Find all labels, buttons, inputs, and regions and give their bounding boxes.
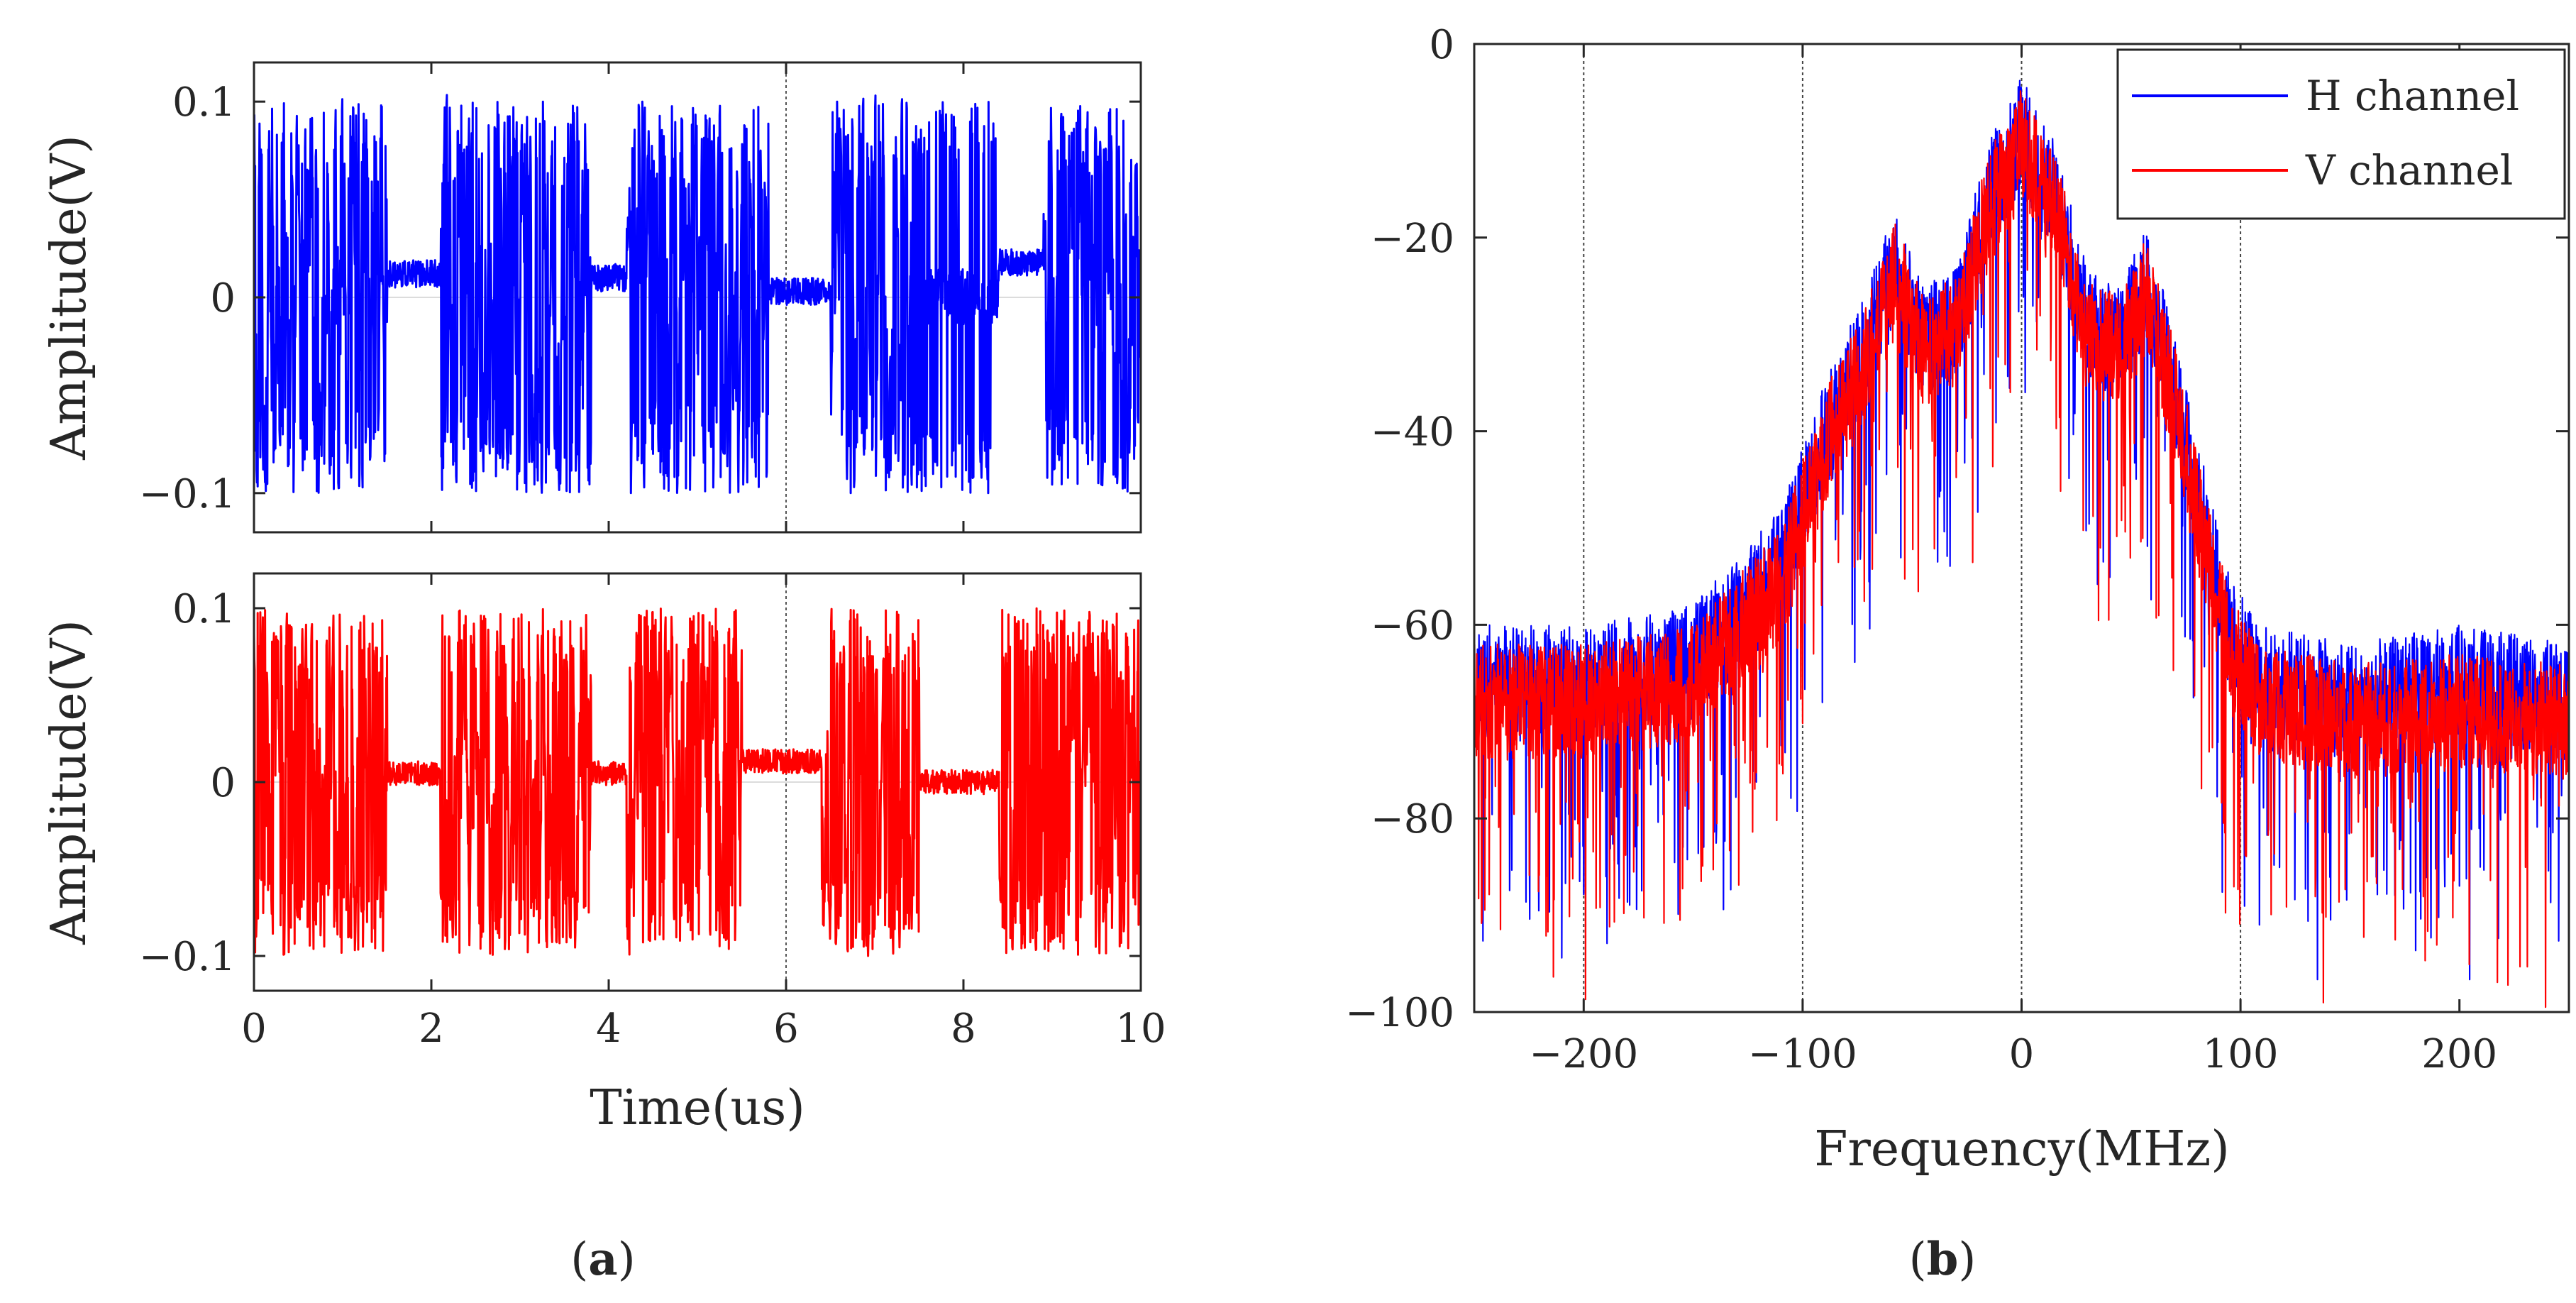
- b-ytick-label: −40: [1371, 409, 1454, 456]
- panel-b-legend: H channel V channel: [2116, 48, 2566, 220]
- a-bot-xtick-label: 4: [596, 1006, 621, 1052]
- a-bot-ytick-label: −0.1: [139, 934, 236, 980]
- panel-a-top-ylabel: Amplitude(V): [41, 135, 97, 461]
- a-bot-xtick-label: 8: [951, 1006, 976, 1052]
- panel-a-bottom-x-ticks: 0 2 4 6 8 10: [241, 573, 1166, 1052]
- b-ytick-label: −60: [1371, 603, 1454, 649]
- panel-b-series: [1473, 79, 2570, 1008]
- b-xtick-label: 200: [2421, 1031, 2497, 1077]
- a-top-signal-trace: [253, 94, 1142, 495]
- panel-a-bottom-chart: −0.100.1 0 2 4 6 8 10 Amplitude(V) Time(us): [41, 572, 1166, 1136]
- a-bot-ytick-label: 0: [210, 760, 236, 806]
- legend-box: [2116, 48, 2566, 220]
- panel-b-xlabel: Frequency(MHz): [1814, 1121, 2230, 1177]
- caption-b: (b): [1909, 1233, 1977, 1286]
- caption-b-letter: b: [1927, 1233, 1959, 1286]
- caption-a-letter: a: [588, 1233, 617, 1286]
- panel-a-bottom-series: [253, 607, 1142, 957]
- a-bot-xtick-label: 2: [419, 1006, 444, 1052]
- panel-a-bottom-xlabel: Time(us): [590, 1080, 805, 1136]
- a-bot-signal-trace: [253, 607, 1142, 957]
- panel-a-top-series: [253, 94, 1142, 495]
- b-xtick-label: 100: [2203, 1031, 2279, 1077]
- b-xtick-label: −100: [1748, 1031, 1857, 1077]
- panel-a-top-frame: [253, 61, 1142, 534]
- panel-b-y-ticks: −100 −80 −60 −40 −20 0: [1345, 22, 2569, 1036]
- a-bot-ytick-label: 0.1: [172, 586, 236, 632]
- a-top-ytick-label: −0.1: [139, 471, 236, 517]
- caption-a: (a): [570, 1233, 635, 1286]
- b-ytick-label: −80: [1371, 796, 1454, 842]
- b-ytick-label: −20: [1371, 216, 1454, 262]
- panel-a-top-y-ticks: −0.1 0 0.1: [139, 79, 1141, 517]
- panel-a-bottom-y-ticks: −0.1 0 0.1: [139, 586, 1141, 980]
- b-xtick-label: −200: [1529, 1031, 1638, 1077]
- b-series-v-channel: [1473, 90, 2570, 1008]
- a-top-ytick-label: 0: [210, 275, 236, 321]
- a-bot-xtick-label: 6: [773, 1006, 799, 1052]
- panel-b-chart: −100−80−60−40−200 −200 −100 0 100 200 Freque…: [1345, 22, 2570, 1177]
- b-ytick-label: −100: [1345, 990, 1454, 1036]
- a-top-ytick-label: 0.1: [172, 79, 236, 126]
- legend-v-channel-label: V channel: [2305, 146, 2513, 194]
- b-ytick-label: 0: [1429, 22, 1454, 68]
- b-xtick-label: 0: [2009, 1031, 2035, 1077]
- panel-a-top-chart: −0.1 0 0.1 Amplitude(V): [41, 61, 1142, 534]
- a-bot-xtick-label: 0: [241, 1006, 267, 1052]
- panel-a-bottom-ylabel: Amplitude(V): [41, 620, 97, 945]
- panel-b-x-ticks: −200 −100 0 100 200: [1529, 44, 2497, 1077]
- a-bot-xtick-label: 10: [1115, 1006, 1166, 1052]
- panel-b-frame: [1473, 43, 2570, 1013]
- legend-h-channel-label: H channel: [2306, 72, 2519, 120]
- panel-a-bottom-frame: [253, 572, 1142, 992]
